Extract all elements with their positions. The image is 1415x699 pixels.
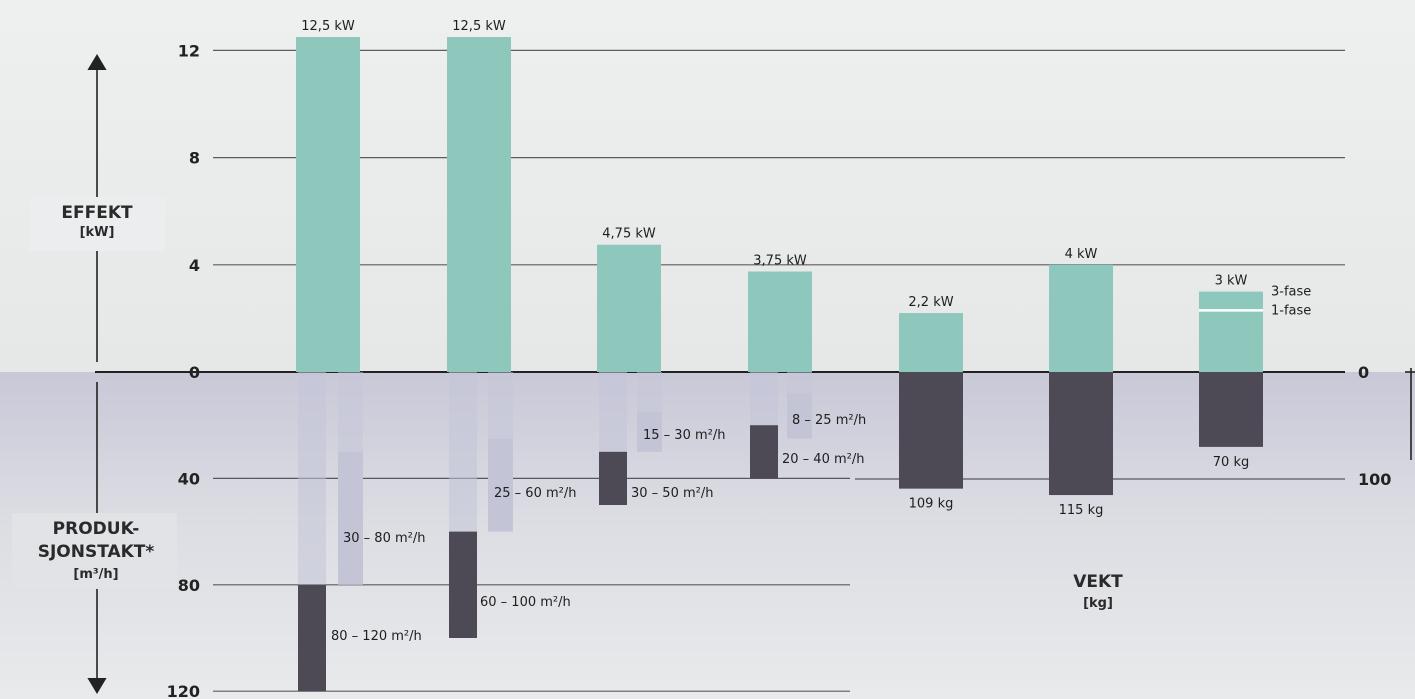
production-low-bar-1	[338, 451, 363, 585]
power-bar-7	[1199, 291, 1263, 372]
production-axis-title-line2: SJONSTAKT*	[38, 542, 155, 562]
power-bar-4	[748, 271, 812, 372]
weight-label-3: 70 kg	[1213, 455, 1249, 470]
weight-axis-title: VEKT	[1073, 572, 1123, 592]
power-bar-label-1: 12,5 kW	[301, 19, 355, 34]
weight-label-2: 115 kg	[1059, 503, 1104, 518]
power-bar-6	[1049, 264, 1113, 372]
production-high-bar-2	[449, 531, 477, 638]
power-tick-0: 0	[189, 363, 200, 382]
weight-bar-1	[899, 372, 963, 489]
production-axis-title-line1: PRODUK-	[53, 519, 140, 539]
production-shadow-4	[750, 372, 778, 426]
power-bar-5	[899, 313, 963, 372]
power-bar-label-3: 4,75 kW	[602, 227, 656, 242]
production-high-bar-3	[599, 451, 627, 505]
production-high-label-3: 30 – 50 m²/h	[631, 486, 713, 501]
power-tick-4: 4	[189, 256, 200, 275]
production-high-bar-1	[298, 584, 326, 692]
production-high-bar-4	[750, 425, 778, 479]
production-low-label-4: 8 – 25 m²/h	[792, 413, 866, 428]
production-high-label-2: 60 – 100 m²/h	[480, 595, 571, 610]
power-bar-label-4: 3,75 kW	[753, 254, 807, 269]
phase-label-1: 1-fase	[1271, 303, 1311, 318]
production-low-bar-2	[488, 438, 513, 532]
production-low-bar-4	[787, 393, 812, 439]
power-bar-1	[296, 37, 360, 372]
production-tick-40: 40	[178, 469, 200, 488]
production-shadow-2	[449, 372, 477, 532]
chart-background-upper	[0, 0, 1415, 372]
production-low-bar-3	[637, 411, 662, 452]
production-low-shadow-2	[488, 372, 513, 439]
production-high-label-1: 80 – 120 m²/h	[331, 629, 422, 644]
production-axis-unit: [m³/h]	[73, 567, 118, 582]
production-low-shadow-4	[787, 372, 812, 394]
weight-tick-100: 100	[1358, 470, 1391, 489]
power-tick-8: 8	[189, 149, 200, 168]
power-axis-unit: [kW]	[80, 225, 115, 240]
production-tick-120: 120	[167, 682, 200, 699]
power-bar-label-7: 3 kW	[1215, 274, 1248, 289]
weight-axis-unit: [kg]	[1083, 596, 1113, 611]
chart-background-lower	[0, 372, 1415, 699]
production-tick-80: 80	[178, 576, 200, 595]
weight-label-1: 109 kg	[909, 497, 954, 512]
production-low-label-3: 15 – 30 m²/h	[643, 428, 725, 443]
production-shadow-1	[298, 372, 326, 585]
production-shadow-3	[599, 372, 627, 452]
production-low-shadow-1	[338, 372, 363, 452]
power-axis-title-bg	[30, 197, 165, 251]
power-bar-label-5: 2,2 kW	[908, 295, 953, 310]
phase-label-3: 3-fase	[1271, 285, 1311, 300]
power-bar-label-2: 12,5 kW	[452, 19, 506, 34]
production-low-label-1: 30 – 80 m²/h	[343, 531, 425, 546]
production-low-label-2: 25 – 60 m²/h	[494, 486, 576, 501]
power-tick-12: 12	[178, 41, 200, 60]
production-axis-title-bg	[12, 513, 177, 589]
production-high-label-4: 20 – 40 m²/h	[782, 452, 864, 467]
weight-tick-0: 0	[1358, 363, 1369, 382]
power-bar-2	[447, 37, 511, 372]
weight-bar-2	[1049, 372, 1113, 496]
production-low-shadow-3	[637, 372, 662, 412]
power-bar-3	[597, 244, 661, 372]
power-axis-title: EFFEKT	[61, 203, 133, 223]
weight-bar-3	[1199, 372, 1263, 447]
power-bar-label-6: 4 kW	[1065, 247, 1098, 262]
